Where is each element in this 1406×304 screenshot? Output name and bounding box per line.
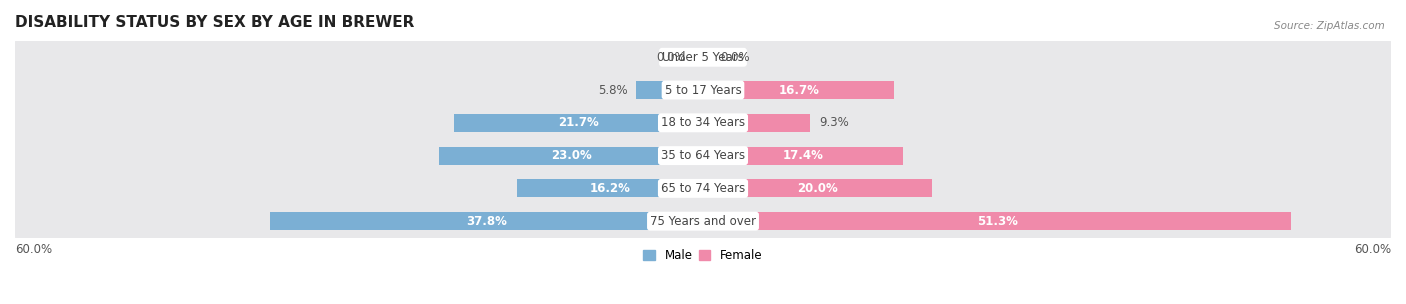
Text: 60.0%: 60.0% [1354,244,1391,257]
Text: 9.3%: 9.3% [818,116,849,129]
Bar [454,114,703,132]
Legend: Male, Female: Male, Female [638,245,768,267]
Bar [439,147,703,165]
FancyBboxPatch shape [15,67,1391,113]
FancyBboxPatch shape [15,132,1391,179]
Text: 18 to 34 Years: 18 to 34 Years [661,116,745,129]
Text: 17.4%: 17.4% [782,149,823,162]
FancyBboxPatch shape [15,165,1391,212]
Text: 51.3%: 51.3% [977,215,1018,228]
Bar [703,179,932,197]
Bar [703,81,894,99]
Text: 0.0%: 0.0% [657,51,686,64]
Text: Source: ZipAtlas.com: Source: ZipAtlas.com [1274,21,1385,31]
Text: 16.7%: 16.7% [779,84,820,97]
Bar [703,147,903,165]
Text: 5 to 17 Years: 5 to 17 Years [665,84,741,97]
Bar [517,179,703,197]
Bar [637,81,703,99]
Text: DISABILITY STATUS BY SEX BY AGE IN BREWER: DISABILITY STATUS BY SEX BY AGE IN BREWE… [15,15,415,30]
Text: 23.0%: 23.0% [551,149,592,162]
Text: 35 to 64 Years: 35 to 64 Years [661,149,745,162]
Text: Under 5 Years: Under 5 Years [662,51,744,64]
Bar [703,212,1291,230]
Text: 65 to 74 Years: 65 to 74 Years [661,182,745,195]
Text: 20.0%: 20.0% [797,182,838,195]
FancyBboxPatch shape [15,198,1391,244]
Text: 16.2%: 16.2% [589,182,630,195]
FancyBboxPatch shape [15,34,1391,81]
FancyBboxPatch shape [15,100,1391,146]
Text: 5.8%: 5.8% [598,84,627,97]
Text: 37.8%: 37.8% [465,215,506,228]
Text: 75 Years and over: 75 Years and over [650,215,756,228]
Text: 21.7%: 21.7% [558,116,599,129]
Text: 0.0%: 0.0% [720,51,749,64]
Text: 60.0%: 60.0% [15,244,52,257]
Bar [270,212,703,230]
Bar [703,114,810,132]
